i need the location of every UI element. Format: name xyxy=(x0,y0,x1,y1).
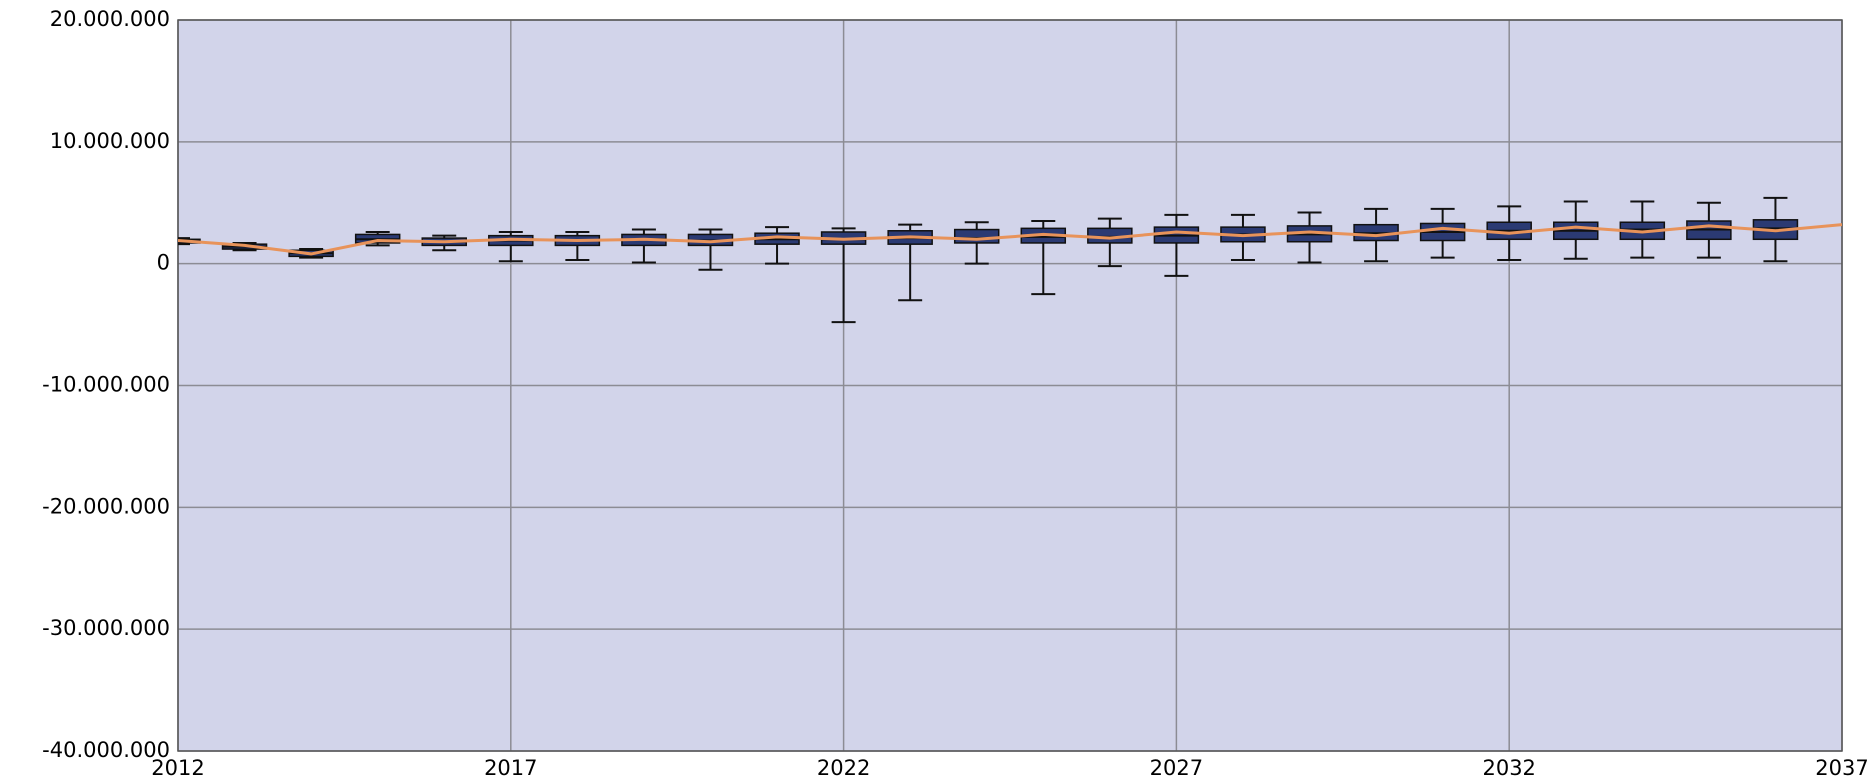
x-tick-label: 2032 xyxy=(1482,756,1535,780)
x-tick-label: 2017 xyxy=(484,756,537,780)
x-tick-label: 2022 xyxy=(817,756,870,780)
y-tick-label: -40.000.000 xyxy=(42,738,170,762)
line xyxy=(178,223,1842,256)
x-tick-label: 2012 xyxy=(151,756,204,780)
box xyxy=(953,228,1000,244)
y-tick-label: 20.000.000 xyxy=(50,7,170,31)
y-tick-label: 10.000.000 xyxy=(50,129,170,153)
x-tick-label: 2027 xyxy=(1150,756,1203,780)
x-tick-label: 2037 xyxy=(1815,756,1868,780)
y-tick-label: -20.000.000 xyxy=(42,494,170,518)
plot-border xyxy=(177,19,1843,752)
plot-area xyxy=(178,196,1842,324)
y-tick-label: -30.000.000 xyxy=(42,616,170,640)
y-tick-label: 0 xyxy=(157,251,170,275)
y-tick-label: -10.000.000 xyxy=(42,373,170,397)
